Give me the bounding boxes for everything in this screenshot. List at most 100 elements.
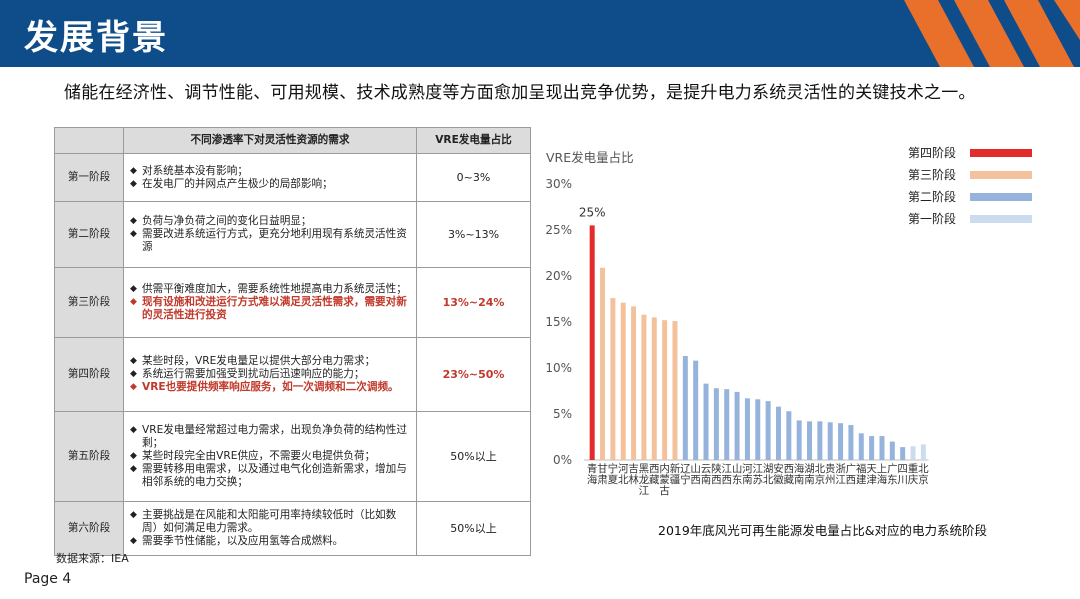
- table-row: 第二阶段负荷与净负荷之间的变化日益明显；需要改进系统运行方式，更充分地利用现有系…: [54, 201, 531, 268]
- vre-ratio-cell: 50%以上: [416, 411, 531, 502]
- legend-swatch: [970, 193, 1032, 201]
- header-stripes-decoration: [904, 0, 1080, 67]
- x-tick-label: 上海: [877, 463, 888, 486]
- x-tick-label: 海南: [794, 462, 805, 486]
- x-tick-label: 广西: [846, 463, 857, 486]
- y-tick-label: 0%: [553, 453, 572, 467]
- data-source: 数据来源：IEA: [56, 552, 129, 565]
- bar: [817, 421, 823, 460]
- bar: [641, 314, 647, 460]
- bar: [920, 444, 926, 460]
- bar: [713, 388, 719, 460]
- requirement-item: 某些时段，VRE发电量足以提供大部分电力需求；: [130, 355, 412, 368]
- x-tick-label: 西藏: [784, 463, 795, 486]
- bar: [858, 433, 864, 460]
- requirement-item: 需要季节性储能，以及应用氢等合成燃料。: [130, 535, 412, 548]
- stage-cell: 第五阶段: [54, 411, 124, 502]
- legend-label: 第三阶段: [908, 167, 956, 182]
- x-tick-label: 甘肃: [597, 462, 608, 486]
- bar: [848, 425, 854, 460]
- requirement-item: 对系统基本没有影响；: [130, 165, 412, 178]
- x-tick-label: 福建: [856, 462, 867, 486]
- x-tick-label: 广东: [887, 463, 898, 486]
- table-row: 第三阶段供需平衡难度加大，需要系统性地提高电力系统灵活性；现有设施和改进运行方式…: [54, 267, 531, 338]
- bar: [889, 441, 895, 460]
- vre-share-bar-chart: VRE发电量占比 0% 5% 10% 15% 20% 25% 30% 青海甘肃宁夏河北吉林黑龙江…: [545, 145, 1032, 497]
- vre-ratio-cell: 0~3%: [416, 153, 531, 202]
- bar: [589, 225, 595, 460]
- bar: [682, 356, 688, 460]
- legend-label: 第二阶段: [908, 189, 956, 204]
- requirements-cell: 负荷与净负荷之间的变化日益明显；需要改进系统运行方式，更充分地利用现有系统灵活性…: [123, 201, 417, 268]
- stage-cell: 第六阶段: [54, 501, 124, 556]
- page-title: 发展背景: [24, 18, 168, 58]
- chart-caption: 2019年底风光可再生能源发电量占比&对应的电力系统阶段: [658, 523, 988, 538]
- bar: [807, 421, 813, 460]
- bar: [869, 436, 875, 460]
- bar: [910, 446, 916, 460]
- x-tick-label: 安徽: [773, 462, 784, 486]
- x-tick-label: 重庆: [908, 462, 919, 486]
- x-tick-label: 江苏: [753, 463, 764, 486]
- bar: [672, 321, 678, 460]
- requirements-cell: VRE发电量经常超过电力需求，出现负净负荷的结构性过剩；某些时段完全由VRE供应…: [123, 411, 417, 502]
- bar: [620, 302, 626, 460]
- x-tick-label: 西藏: [649, 463, 660, 486]
- vre-ratio-cell: 50%以上: [416, 501, 531, 556]
- y-tick-label: 25%: [545, 223, 572, 237]
- x-tick-label: 湖南: [804, 463, 815, 486]
- header-bar: 发展背景: [0, 0, 1080, 67]
- bar: [838, 423, 844, 460]
- x-tick-label: 新疆: [670, 462, 681, 486]
- legend-swatch: [970, 215, 1032, 223]
- x-tick-label: 山西: [690, 463, 701, 486]
- bar: [900, 447, 906, 460]
- requirement-item: 主要挑战是在风能和太阳能可用率持续较低时（比如数周）如何满足电力需求。: [130, 509, 412, 535]
- bar: [693, 360, 699, 460]
- bar: [765, 401, 771, 460]
- requirements-cell: 主要挑战是在风能和太阳能可用率持续较低时（比如数周）如何满足电力需求。需要季节性…: [123, 501, 417, 556]
- table-row: 第四阶段某些时段，VRE发电量足以提供大部分电力需求；系统运行需要加强受到扰动后…: [54, 337, 531, 412]
- requirements-cell: 供需平衡难度加大，需要系统性地提高电力系统灵活性；现有设施和改进运行方式难以满足…: [123, 267, 417, 338]
- bar: [651, 317, 657, 460]
- x-tick-label: 天津: [866, 463, 877, 486]
- bar: [755, 399, 761, 460]
- legend-label: 第四阶段: [908, 145, 956, 160]
- bar: [631, 306, 637, 460]
- header-cell-requirements: 不同渗透率下对灵活性资源的需求: [123, 127, 417, 154]
- requirement-item: VRE发电量经常超过电力需求，出现负净负荷的结构性过剩；: [130, 424, 412, 450]
- x-tick-label: 河北: [618, 463, 629, 486]
- header-cell-stage: [54, 127, 124, 154]
- requirement-item: 需要转移用电需求，以及通过电气化创造新需求，增加与相邻系统的电力交换；: [130, 463, 412, 489]
- x-tick-label: 黑龙江: [639, 463, 650, 497]
- legend-swatch: [970, 171, 1032, 179]
- bar: [600, 267, 606, 460]
- requirements-cell: 某些时段，VRE发电量足以提供大部分电力需求；系统运行需要加强受到扰动后迅速响应…: [123, 337, 417, 412]
- stage-cell: 第四阶段: [54, 337, 124, 412]
- x-tick-label: 青海: [587, 462, 598, 486]
- flexibility-stages-table: 不同渗透率下对灵活性资源的需求 VRE发电量占比 第一阶段对系统基本没有影响；在…: [54, 127, 531, 556]
- table-row: 第一阶段对系统基本没有影响；在发电厂的并网点产生极少的局部影响；0~3%: [54, 153, 531, 202]
- bar: [703, 383, 709, 460]
- y-axis-label: VRE发电量占比: [546, 150, 634, 165]
- table-header-row: 不同渗透率下对灵活性资源的需求 VRE发电量占比: [54, 127, 531, 154]
- vre-ratio-cell: 23%~50%: [416, 337, 531, 412]
- page-number: Page 4: [24, 571, 72, 587]
- bar: [744, 398, 750, 460]
- requirement-item: VRE也要提供频率响应服务，如一次调频和二次调频。: [130, 381, 412, 394]
- y-tick-label: 20%: [545, 269, 572, 283]
- legend-swatch: [970, 149, 1032, 157]
- x-tick-label: 湖北: [763, 463, 774, 486]
- y-tick-label: 5%: [553, 407, 572, 421]
- x-tick-label: 贵州: [825, 462, 836, 486]
- x-tick-label: 云南: [701, 463, 712, 486]
- header-cell-vre-ratio: VRE发电量占比: [416, 127, 531, 154]
- data-label: 25%: [579, 205, 606, 219]
- bar: [724, 389, 730, 460]
- requirement-item: 供需平衡难度加大，需要系统性地提高电力系统灵活性；: [130, 283, 412, 296]
- bar: [796, 420, 802, 460]
- x-tick-label: 宁夏: [608, 462, 619, 486]
- x-tick-label: 北京: [815, 463, 826, 486]
- requirement-item: 负荷与净负荷之间的变化日益明显；: [130, 215, 412, 228]
- intro-text: 储能在经济性、调节性能、可用规模、技术成熟度等方面愈加呈现出竞争优势，是提升电力…: [64, 83, 976, 103]
